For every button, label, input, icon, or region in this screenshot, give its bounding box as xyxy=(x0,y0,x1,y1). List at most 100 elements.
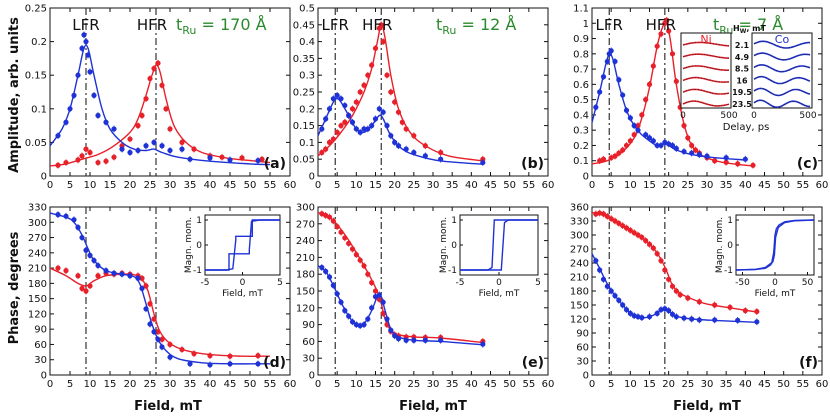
data-point-co xyxy=(654,142,660,149)
x-tick-label: 40 xyxy=(465,379,478,390)
data-point-co xyxy=(330,282,336,288)
data-point-co xyxy=(480,341,486,347)
co-trace-fit xyxy=(753,41,810,49)
y-tick-label: 0.35 xyxy=(293,54,315,65)
y-tick-label: 0.25 xyxy=(25,4,47,15)
x-tick-label: 0 xyxy=(315,379,321,390)
data-point-co xyxy=(689,316,695,322)
y-tick-label: 1 xyxy=(583,19,589,30)
data-point-ni xyxy=(635,232,641,238)
x-tick-label: 15 xyxy=(643,379,656,390)
data-point-co xyxy=(103,119,109,125)
inset-y-tick-label: -1 xyxy=(448,266,457,276)
x-tick-label: 40 xyxy=(204,379,217,390)
data-point-co xyxy=(372,116,379,122)
y-tick-label: 0.7 xyxy=(573,65,589,76)
data-point-ni xyxy=(79,285,85,292)
data-point-co xyxy=(403,337,409,343)
field-value-label: 2.1 xyxy=(735,41,750,50)
data-point-ni xyxy=(712,302,718,308)
data-point-ni xyxy=(357,89,363,95)
data-point-co xyxy=(63,213,69,219)
field-value-label: 16 xyxy=(736,76,748,85)
data-point-co xyxy=(384,316,390,322)
y-tick-label: 330 xyxy=(28,203,47,214)
delay-tick-label: 0 xyxy=(751,111,757,121)
ni-trace-fit xyxy=(682,65,729,71)
data-point-co xyxy=(167,147,173,154)
data-point-co xyxy=(155,336,161,342)
inset-y-tick-label: -1 xyxy=(724,266,733,276)
data-point-ni xyxy=(666,28,672,34)
data-point-ni xyxy=(654,251,660,257)
x-tick-label: 45 xyxy=(484,180,497,191)
inset-x-tick-label: -50 xyxy=(735,278,750,288)
hysteresis-branch xyxy=(735,219,815,271)
x-tick-label: 55 xyxy=(522,180,535,191)
y-tick-label: 300 xyxy=(28,218,47,229)
data-point-co xyxy=(361,322,367,328)
x-tick-label: 60 xyxy=(816,180,829,191)
data-point-co xyxy=(380,299,386,305)
data-point-ni xyxy=(151,316,157,322)
inset-y-tick-label: -1 xyxy=(193,266,202,276)
data-point-ni xyxy=(259,156,265,162)
data-point-co xyxy=(608,48,614,54)
data-point-ni xyxy=(604,213,610,219)
x-tick-label: 5 xyxy=(608,180,614,191)
data-point-co xyxy=(612,293,618,299)
data-point-ni xyxy=(349,106,356,112)
y-tick-label: 0.15 xyxy=(293,121,315,132)
data-point-ni xyxy=(639,112,645,118)
data-point-co xyxy=(187,361,193,367)
x-tick-label: 30 xyxy=(701,180,714,191)
x-tick-label: 20 xyxy=(124,180,137,191)
data-point-ni xyxy=(623,225,630,231)
data-point-co xyxy=(422,153,428,159)
hfr-label: HFR xyxy=(646,16,676,34)
x-tick-label: 60 xyxy=(284,379,297,390)
data-point-co xyxy=(323,268,329,274)
inset-y-tick-label: 1 xyxy=(196,216,202,226)
data-point-co xyxy=(91,257,97,264)
data-point-co xyxy=(597,89,603,95)
data-point-ni xyxy=(191,146,197,152)
data-point-ni xyxy=(654,43,660,49)
data-point-co xyxy=(376,106,382,112)
data-point-co xyxy=(673,314,679,320)
data-point-co xyxy=(600,276,607,282)
data-point-ni xyxy=(63,268,69,274)
data-point-co xyxy=(620,92,626,98)
data-point-ni xyxy=(323,146,329,152)
y-tick-label: 0.3 xyxy=(299,71,315,82)
x-tick-label: 55 xyxy=(796,180,809,191)
field-value-label: 23.5 xyxy=(732,100,752,109)
data-point-ni xyxy=(673,78,679,84)
co-trace-fit xyxy=(753,76,811,84)
data-point-co xyxy=(63,119,69,125)
y-tick-label: 0.9 xyxy=(573,34,589,45)
data-point-ni xyxy=(646,81,653,87)
x-tick-label: 0 xyxy=(47,379,53,390)
x-tick-label: 20 xyxy=(124,379,137,390)
data-point-ni xyxy=(658,258,664,264)
y-tick-label: 0.3 xyxy=(573,126,589,137)
data-point-ni xyxy=(372,288,379,294)
y-tick-label: 120 xyxy=(296,303,315,314)
data-point-ni xyxy=(403,126,409,132)
inset-x-tick-label: 5 xyxy=(277,278,283,288)
x-tick-label: 45 xyxy=(224,379,237,390)
data-point-ni xyxy=(658,31,664,37)
data-point-co xyxy=(159,344,165,350)
y-tick-label: 0.6 xyxy=(573,80,589,91)
data-point-ni xyxy=(643,238,649,244)
data-point-ni xyxy=(326,214,333,220)
data-point-co xyxy=(604,58,610,65)
y-tick-label: 0.4 xyxy=(573,110,589,121)
x-tick-label: 5 xyxy=(608,379,614,390)
data-point-co xyxy=(650,138,656,144)
y-tick-label: 0.2 xyxy=(299,104,315,115)
x-tick-label: 55 xyxy=(796,379,809,390)
data-point-co xyxy=(319,126,325,132)
data-point-ni xyxy=(627,227,633,233)
